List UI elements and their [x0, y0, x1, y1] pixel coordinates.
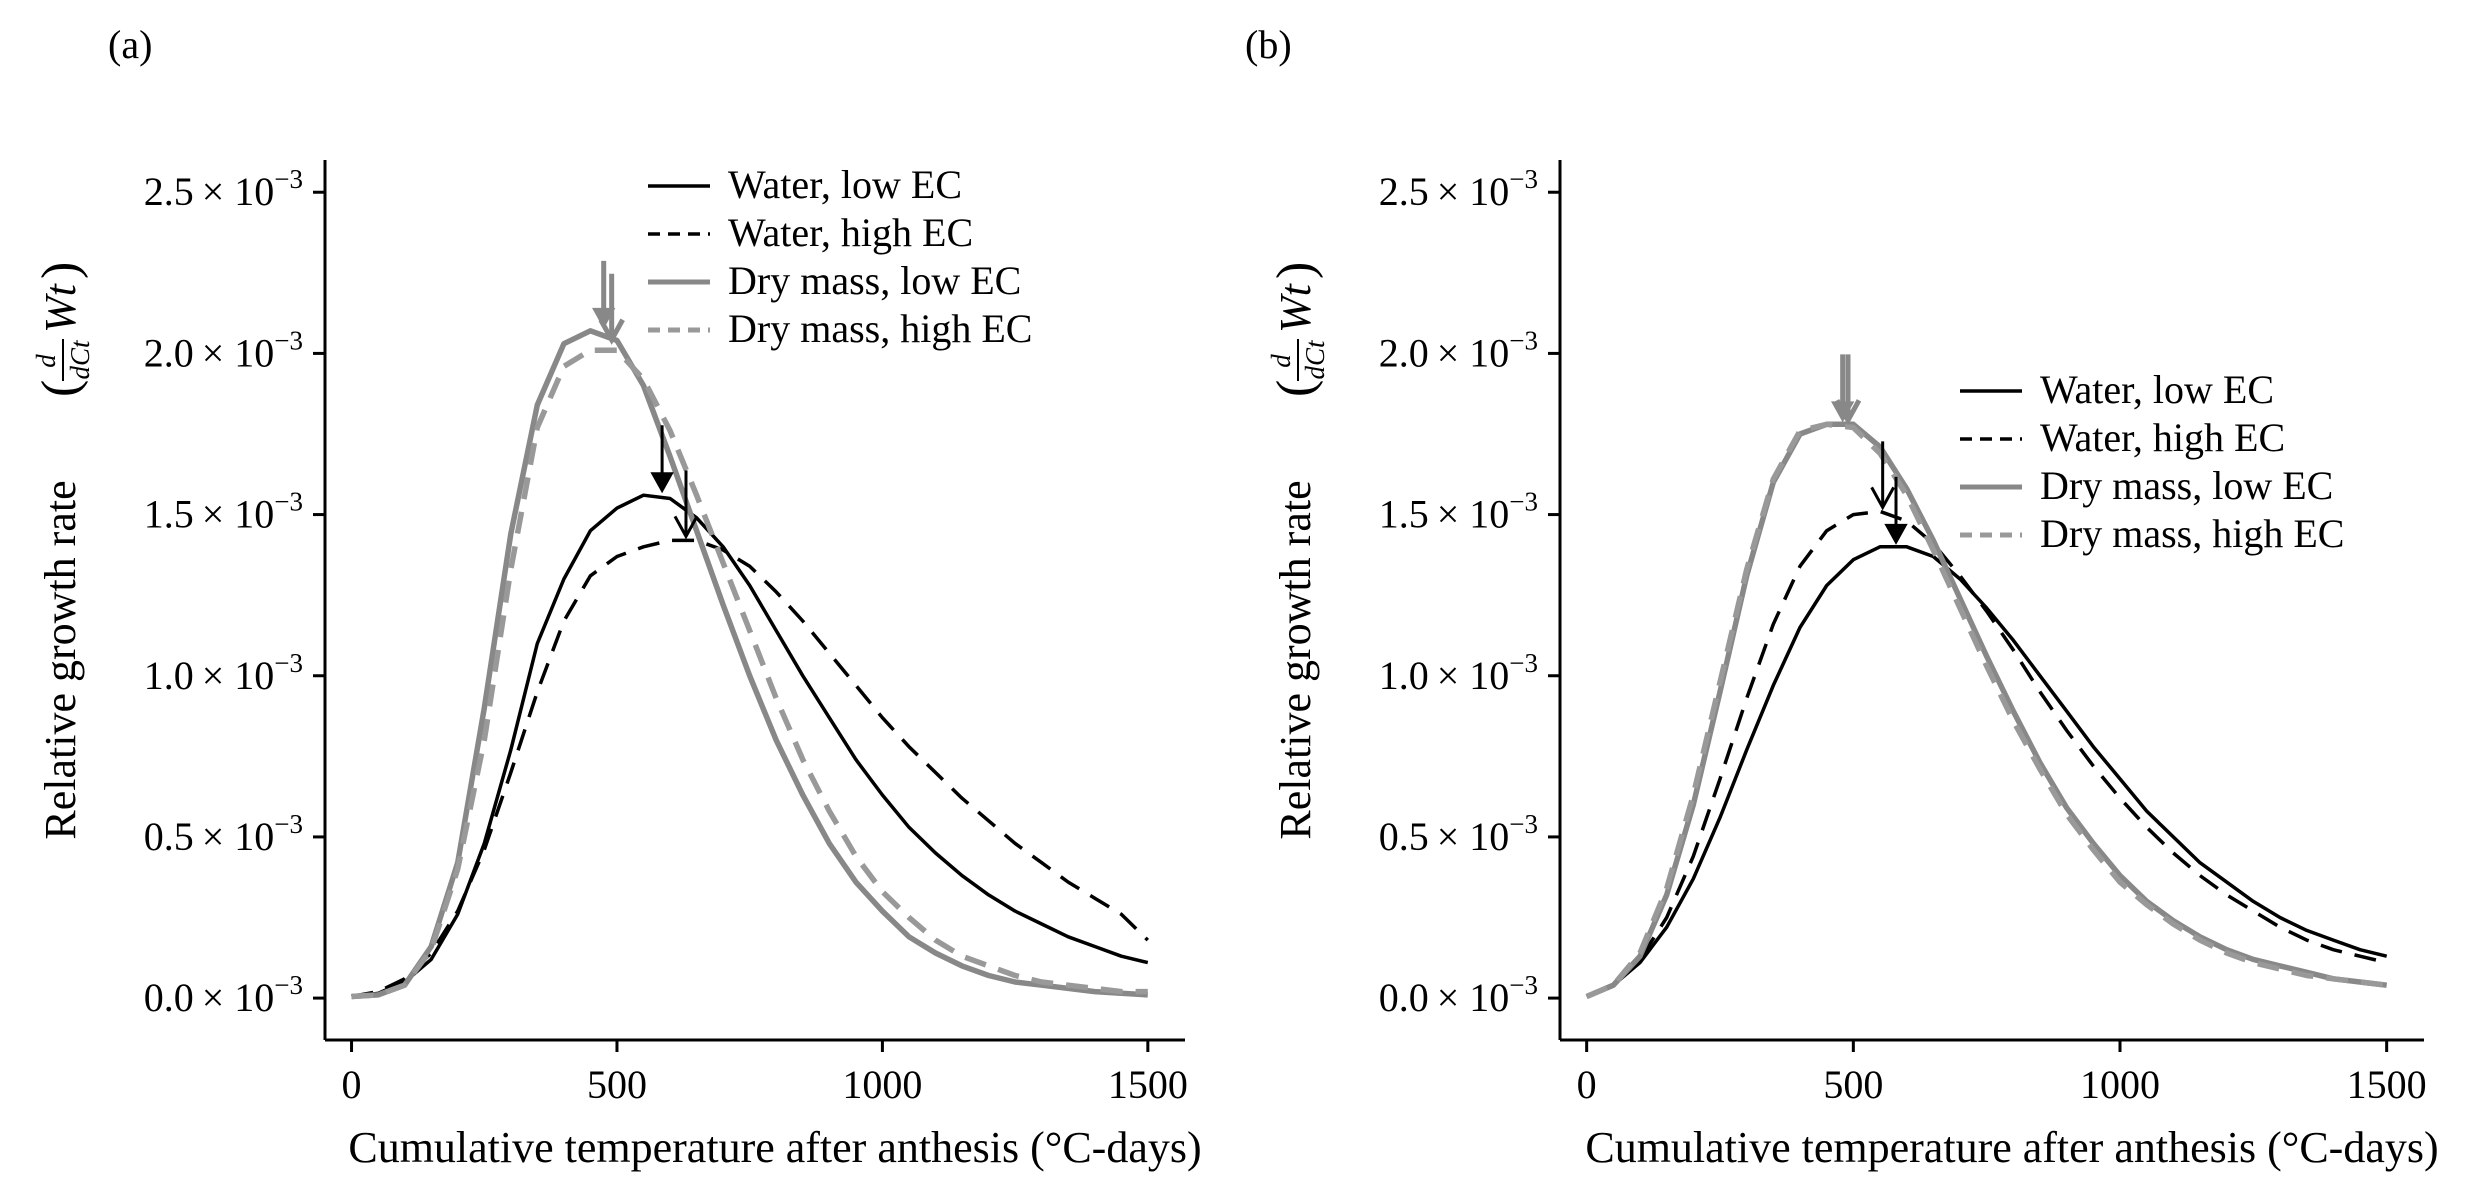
y-tick-label: 2.5 × 10−3 [1379, 164, 1538, 214]
panel-label: (b) [1245, 22, 1292, 67]
fraction-numerator: d [1266, 354, 1296, 368]
chart-panel-a: (a) 0 500 1000 1500 0.0 × 10−3 0.5 × 10−3 1.0 ×… [31, 22, 1202, 1172]
y-tick-label: 1.5 × 10−3 [144, 487, 303, 537]
peak-arrow-head [1884, 523, 1908, 545]
legend-label: Dry mass, high EC [728, 306, 1032, 351]
fraction-denominator: dCt [65, 339, 95, 380]
ylabel-variable: Wt [36, 282, 85, 333]
x-axis-title: Cumulative temperature after anthesis (°… [1585, 1123, 2438, 1172]
legend-label: Dry mass, high EC [2040, 511, 2344, 556]
x-tick-label: 1500 [1108, 1062, 1188, 1107]
series-line-water-low-ec [1586, 545, 2388, 999]
y-tick-label: 1.5 × 10−3 [1379, 487, 1538, 537]
peak-arrow-head [673, 515, 699, 540]
legend-label: Dry mass, low EC [2040, 463, 2333, 508]
chart-panel-b: (b) 0 500 1000 1500 0.0 × 10−3 0.5 × 10−3 1.0 ×… [1245, 22, 2439, 1172]
x-axis-title: Cumulative temperature after anthesis (°… [348, 1123, 1201, 1172]
x-tick-label: 0 [342, 1062, 362, 1107]
fraction-denominator: dCt [1300, 339, 1330, 380]
x-tick-label: 1500 [2347, 1062, 2427, 1107]
panel-label: (a) [108, 22, 152, 67]
series-line-water-low-ec [351, 493, 1149, 999]
y-axis-label: Relative growth rate [36, 480, 85, 839]
y-tick-label: 2.0 × 10−3 [1379, 325, 1538, 375]
fraction-numerator: d [31, 354, 61, 368]
y-tick-label: 1.0 × 10−3 [144, 648, 303, 698]
paren-close: ) [1267, 262, 1324, 279]
legend-label: Water, high EC [2040, 415, 2285, 460]
peak-arrow-head [1834, 399, 1862, 426]
y-axis-label: Relative growth rate [1271, 480, 1320, 839]
x-tick-label: 500 [1823, 1062, 1883, 1107]
x-tick-label: 500 [587, 1062, 647, 1107]
peak-arrow-head [598, 318, 625, 345]
paren-open: ( [32, 380, 89, 397]
x-tick-label: 1000 [842, 1062, 922, 1107]
y-tick-label: 0.0 × 10−3 [1379, 970, 1538, 1020]
x-tick-label: 0 [1577, 1062, 1597, 1107]
y-tick-label: 2.0 × 10−3 [144, 325, 303, 375]
y-tick-label: 0.5 × 10−3 [1379, 809, 1538, 859]
y-tick-label: 1.0 × 10−3 [1379, 648, 1538, 698]
y-tick-label: 0.5 × 10−3 [144, 809, 303, 859]
legend-label: Water, high EC [728, 210, 973, 255]
peak-arrow-head [592, 307, 616, 329]
legend-label: Water, low EC [728, 162, 962, 207]
legend-label: Dry mass, low EC [728, 258, 1021, 303]
ylabel-variable: Wt [1271, 282, 1320, 333]
series-line-water-high-ec [1586, 509, 2388, 999]
y-axis-title: Relative growth rate ( d dCt Wt) [31, 262, 95, 840]
series-line-dry-mass-low-ec [1585, 421, 2388, 1000]
series-line-water-high-ec [351, 538, 1150, 999]
y-axis-title: Relative growth rate ( d dCt Wt) [1266, 262, 1330, 840]
series-line-dry-mass-low-ec [351, 328, 1148, 1000]
y-tick-label: 2.5 × 10−3 [144, 164, 303, 214]
peak-arrow-head [650, 472, 674, 494]
peak-arrow-head [1870, 486, 1895, 511]
y-tick-label: 0.0 × 10−3 [144, 970, 303, 1020]
series-line-dry-mass-high-ec [351, 347, 1148, 1000]
paren-open: ( [1267, 380, 1324, 397]
x-tick-label: 1000 [2080, 1062, 2160, 1107]
paren-close: ) [32, 262, 89, 279]
series-line-dry-mass-high-ec [1585, 421, 2388, 1000]
legend-label: Water, low EC [2040, 367, 2274, 412]
